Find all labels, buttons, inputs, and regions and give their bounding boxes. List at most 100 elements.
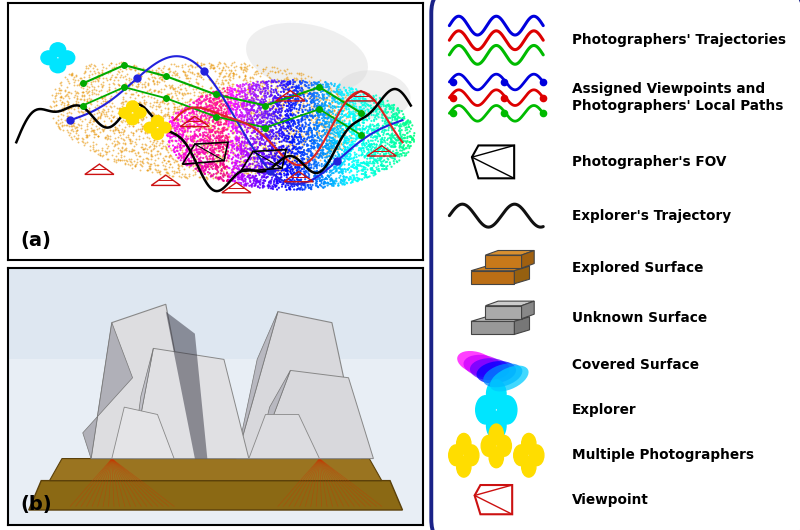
Point bbox=[271, 102, 284, 110]
Point bbox=[340, 99, 353, 108]
Point bbox=[326, 120, 338, 129]
Point bbox=[84, 62, 97, 70]
Point bbox=[281, 102, 294, 110]
Point bbox=[178, 137, 190, 145]
Point bbox=[266, 77, 279, 86]
Point bbox=[251, 130, 264, 138]
Point bbox=[398, 131, 411, 139]
Point bbox=[225, 140, 238, 148]
Point bbox=[236, 147, 249, 156]
Point bbox=[193, 122, 206, 131]
Point bbox=[114, 155, 126, 164]
Point bbox=[180, 173, 193, 182]
Point bbox=[289, 133, 302, 142]
Point bbox=[238, 102, 251, 111]
Point bbox=[246, 159, 259, 167]
Point bbox=[170, 167, 182, 176]
Point bbox=[134, 78, 146, 86]
Point bbox=[341, 89, 354, 97]
Point bbox=[336, 169, 349, 178]
Point bbox=[105, 117, 118, 125]
Point bbox=[390, 118, 403, 127]
Point bbox=[286, 93, 299, 101]
Point bbox=[372, 121, 385, 130]
Point bbox=[291, 163, 304, 172]
Point bbox=[319, 149, 332, 158]
Point bbox=[368, 129, 381, 137]
Point bbox=[206, 109, 218, 118]
Point bbox=[393, 135, 406, 143]
Point bbox=[203, 95, 216, 103]
Point bbox=[180, 122, 193, 130]
Point bbox=[305, 148, 318, 156]
Point bbox=[226, 72, 239, 80]
Point bbox=[271, 114, 284, 122]
Point bbox=[172, 127, 185, 136]
Point bbox=[290, 83, 303, 92]
Point bbox=[128, 85, 141, 93]
Point bbox=[140, 154, 153, 163]
Circle shape bbox=[522, 434, 536, 454]
Point bbox=[167, 146, 180, 155]
Point bbox=[86, 75, 98, 84]
Point bbox=[294, 167, 307, 175]
Point bbox=[191, 102, 204, 111]
Point bbox=[254, 88, 267, 96]
Point bbox=[174, 130, 186, 139]
Point bbox=[331, 148, 344, 156]
Point bbox=[263, 134, 276, 143]
Point bbox=[258, 107, 271, 116]
Point bbox=[204, 111, 217, 120]
Point bbox=[112, 75, 125, 84]
Point bbox=[215, 146, 228, 155]
Point bbox=[198, 95, 210, 103]
Point bbox=[240, 112, 253, 120]
Point bbox=[154, 98, 167, 107]
Point bbox=[166, 154, 178, 162]
Point bbox=[239, 147, 252, 156]
Point bbox=[166, 83, 178, 92]
Point bbox=[311, 134, 324, 142]
Point bbox=[158, 94, 170, 103]
Point bbox=[251, 161, 264, 170]
Point bbox=[120, 132, 133, 141]
Point bbox=[275, 132, 288, 140]
Point bbox=[234, 169, 247, 177]
Point bbox=[250, 82, 263, 91]
Point bbox=[175, 152, 188, 160]
Point bbox=[87, 146, 100, 155]
Point bbox=[255, 173, 268, 182]
Point bbox=[251, 111, 264, 119]
Circle shape bbox=[159, 122, 171, 133]
Point bbox=[360, 139, 373, 148]
Point bbox=[236, 166, 249, 174]
Point bbox=[370, 111, 383, 119]
Point bbox=[266, 110, 278, 118]
Point bbox=[374, 95, 387, 103]
Point bbox=[300, 96, 313, 104]
Point bbox=[215, 154, 228, 163]
Point bbox=[243, 160, 256, 168]
Point bbox=[210, 170, 222, 178]
Point bbox=[322, 87, 334, 96]
Point bbox=[58, 103, 70, 112]
Point bbox=[255, 148, 268, 157]
Point bbox=[327, 118, 340, 126]
Point bbox=[102, 89, 115, 98]
Point bbox=[322, 101, 334, 110]
Point bbox=[297, 108, 310, 116]
Point bbox=[326, 119, 338, 127]
Point bbox=[210, 140, 223, 149]
Point bbox=[274, 93, 286, 101]
Point bbox=[302, 147, 315, 156]
Point bbox=[290, 134, 303, 142]
Point bbox=[230, 93, 242, 101]
Point bbox=[317, 149, 330, 158]
Point bbox=[345, 135, 358, 144]
Point bbox=[327, 127, 340, 136]
Point bbox=[197, 140, 210, 149]
Point bbox=[277, 142, 290, 150]
Point bbox=[95, 125, 108, 133]
Point bbox=[190, 148, 203, 157]
Point bbox=[217, 114, 230, 122]
